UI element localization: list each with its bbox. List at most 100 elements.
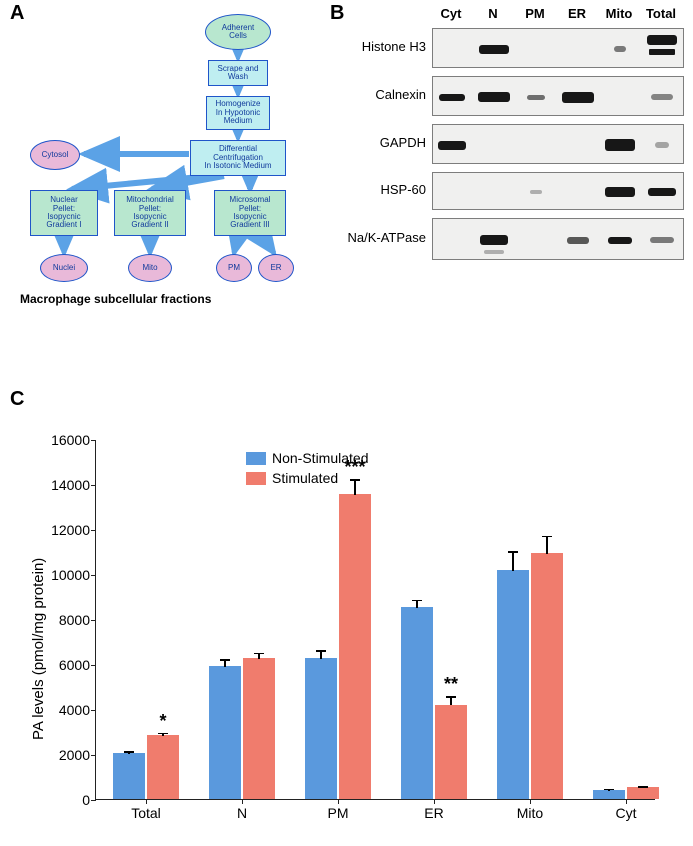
xtick-label: ER [424, 799, 443, 821]
ytick-label: 12000 [51, 522, 96, 538]
blot-band [648, 188, 676, 196]
chart-errorcap [124, 751, 134, 753]
blot-band [605, 139, 635, 151]
xtick-label: Total [131, 799, 161, 821]
blot-lane-box [432, 172, 684, 210]
blot-band [647, 35, 677, 45]
blot-band [478, 92, 510, 102]
blot-col-total: Total [642, 6, 680, 21]
chart-significance: *** [344, 457, 365, 478]
fc-node-mito: Mito [128, 254, 172, 282]
blot-band [567, 237, 589, 244]
fc-node-scrape: Scrape andWash [208, 60, 268, 86]
ytick-label: 4000 [59, 702, 96, 718]
chart-bar [243, 658, 275, 799]
chart-errorcap [638, 786, 648, 788]
fc-node-nuclei: Nuclei [40, 254, 88, 282]
chart-errorcap [508, 551, 518, 553]
chart-bar [401, 607, 433, 799]
blot-row-label: HSP-60 [340, 182, 426, 197]
fc-node-adherent: AdherentCells [205, 14, 271, 50]
legend-label: Stimulated [272, 470, 338, 486]
blot-band [650, 237, 674, 243]
blot-lane-box [432, 76, 684, 116]
ytick-label: 14000 [51, 477, 96, 493]
blot-band [562, 92, 594, 103]
chart-bar [113, 753, 145, 799]
blot-band [608, 237, 632, 244]
blot-band [530, 190, 542, 194]
chart-bar [305, 658, 337, 799]
blot-row-label: Histone H3 [340, 39, 426, 54]
xtick-label: Mito [517, 799, 543, 821]
flowchart-caption: Macrophage subcellular fractions [20, 292, 211, 306]
fc-node-homogenize: HomogenizeIn HypotonicMedium [206, 96, 270, 130]
blot-band [439, 94, 465, 101]
chart-plot-area: 0200040006000800010000120001400016000Non… [95, 440, 655, 800]
chart-errorcap [350, 479, 360, 481]
blot-lane-box [432, 124, 684, 164]
chart-errorbar [354, 479, 356, 495]
blot-col-pm: PM [516, 6, 554, 21]
fc-node-mitopel: MitochondrialPellet:IsopycnicGradient II [114, 190, 186, 236]
blot-col-er: ER [558, 6, 596, 21]
fc-node-micropel: MicrosomalPellet:IsopycnicGradient III [214, 190, 286, 236]
western-blot: Cyt N PM ER Mito Total Histone H3 Calnexin GAPDH… [340, 6, 685, 276]
xtick-label: PM [328, 799, 349, 821]
chart-bar [593, 790, 625, 799]
chart-significance: * [159, 711, 166, 732]
fc-node-pm: PM [216, 254, 252, 282]
ytick-label: 6000 [59, 657, 96, 673]
chart-bar [497, 570, 529, 800]
chart-errorcap [604, 789, 614, 791]
fc-node-cytosol: Cytosol [30, 140, 80, 170]
flowchart: AdherentCells Scrape andWash HomogenizeIn … [10, 4, 310, 304]
chart-bar [339, 494, 371, 799]
blot-band [527, 95, 545, 100]
chart-errorcap [220, 659, 230, 661]
fc-node-diffcent: DifferentialCentrifugationIn Isotonic Me… [190, 140, 286, 176]
blot-band [479, 45, 509, 54]
blot-col-mito: Mito [600, 6, 638, 21]
chart-bar [209, 666, 241, 799]
chart-errorcap [158, 733, 168, 735]
ytick-label: 2000 [59, 747, 96, 763]
fc-node-er: ER [258, 254, 294, 282]
xtick-label: N [237, 799, 247, 821]
fc-node-nucpel: NuclearPellet:IsopycnicGradient I [30, 190, 98, 236]
blot-band [438, 141, 466, 150]
chart-errorbar [546, 536, 548, 554]
blot-row-label: Na/K-ATPase [340, 230, 426, 245]
legend-swatch [246, 452, 266, 465]
blot-band [614, 46, 626, 52]
blot-band [651, 94, 673, 100]
chart-bar [531, 553, 563, 799]
ytick-label: 16000 [51, 432, 96, 448]
blot-row-label: Calnexin [340, 87, 426, 102]
chart-ylabel: PA levels (pmol/mg protein) [30, 558, 47, 740]
chart-errorbar [512, 551, 514, 570]
bar-chart: PA levels (pmol/mg protein)0200040006000… [10, 400, 685, 840]
chart-bar [435, 705, 467, 800]
ytick-label: 10000 [51, 567, 96, 583]
chart-errorcap [542, 536, 552, 538]
chart-errorcap [446, 696, 456, 698]
xtick-label: Cyt [616, 799, 637, 821]
chart-bar [147, 735, 179, 799]
chart-significance: ** [444, 674, 458, 695]
blot-col-n: N [474, 6, 512, 21]
chart-bar [627, 787, 659, 799]
blot-band [480, 235, 508, 245]
blot-band [484, 250, 504, 254]
chart-errorcap [254, 653, 264, 655]
blot-col-cyt: Cyt [432, 6, 470, 21]
blot-lane-box [432, 218, 684, 260]
blot-row-label: GAPDH [340, 135, 426, 150]
blot-band [605, 187, 635, 197]
blot-lane-box [432, 28, 684, 68]
blot-band [655, 142, 669, 148]
ytick-label: 8000 [59, 612, 96, 628]
chart-errorcap [412, 600, 422, 602]
ytick-label: 0 [82, 792, 96, 808]
chart-errorcap [316, 650, 326, 652]
